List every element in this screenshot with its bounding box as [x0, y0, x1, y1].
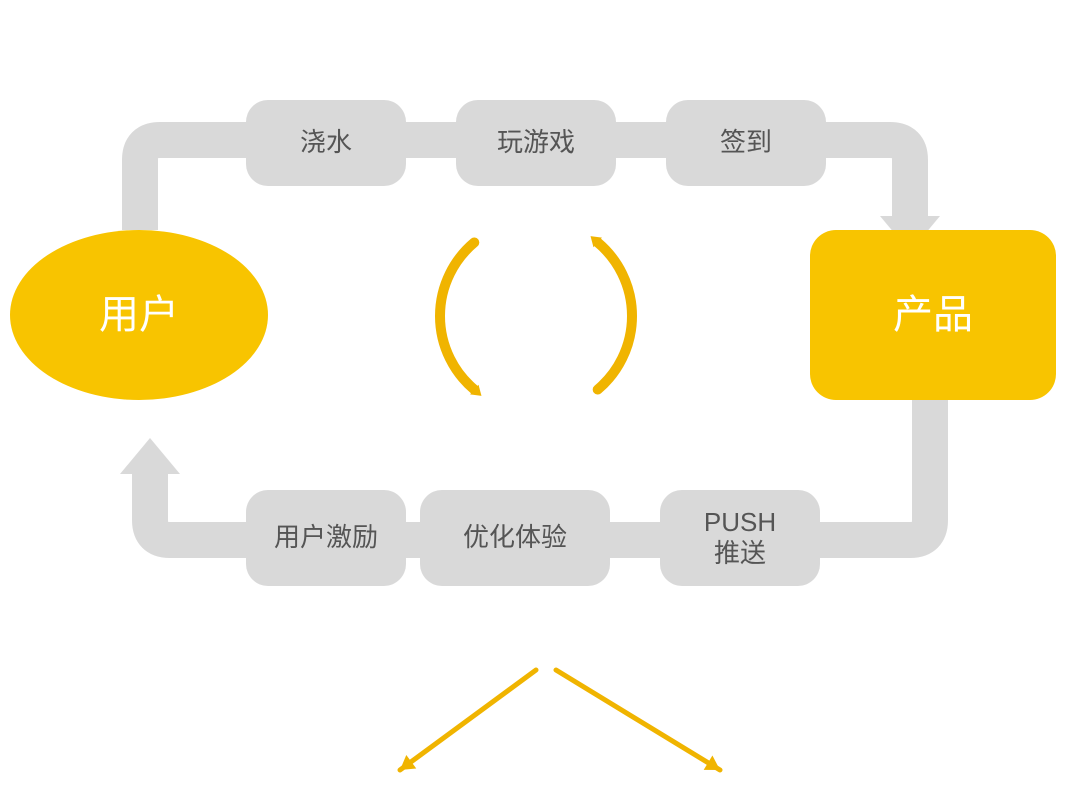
lower-arrow-right: [556, 670, 720, 770]
node-user-label: 用户: [99, 291, 179, 339]
node-game: 玩游戏: [456, 100, 616, 186]
node-product-label: 产品: [893, 291, 973, 339]
node-optimize-label: 优化体验: [463, 522, 567, 553]
node-incentive: 用户激励: [246, 490, 406, 586]
center-arc-right-arrowhead: [591, 236, 602, 247]
connector-bottom-arrowhead: [120, 438, 180, 474]
center-arc-left: [440, 242, 474, 389]
node-game-label: 玩游戏: [497, 127, 575, 158]
node-signin: 签到: [666, 100, 826, 186]
node-user: 用户: [10, 230, 268, 400]
node-signin-label: 签到: [720, 127, 772, 158]
node-water-label: 浇水: [300, 127, 352, 158]
center-arc-left-arrowhead: [470, 385, 481, 396]
node-push: PUSH 推送: [660, 490, 820, 586]
node-product: 产品: [810, 230, 1056, 400]
node-incentive-label: 用户激励: [274, 522, 378, 553]
node-push-label: PUSH 推送: [704, 507, 776, 569]
node-optimize: 优化体验: [420, 490, 610, 586]
node-water: 浇水: [246, 100, 406, 186]
center-arc-right: [598, 242, 632, 389]
lower-arrow-left: [400, 670, 536, 770]
diagram-canvas: 用户 产品 浇水 玩游戏 签到用户激励 优化体验 PUSH 推送: [0, 0, 1080, 796]
